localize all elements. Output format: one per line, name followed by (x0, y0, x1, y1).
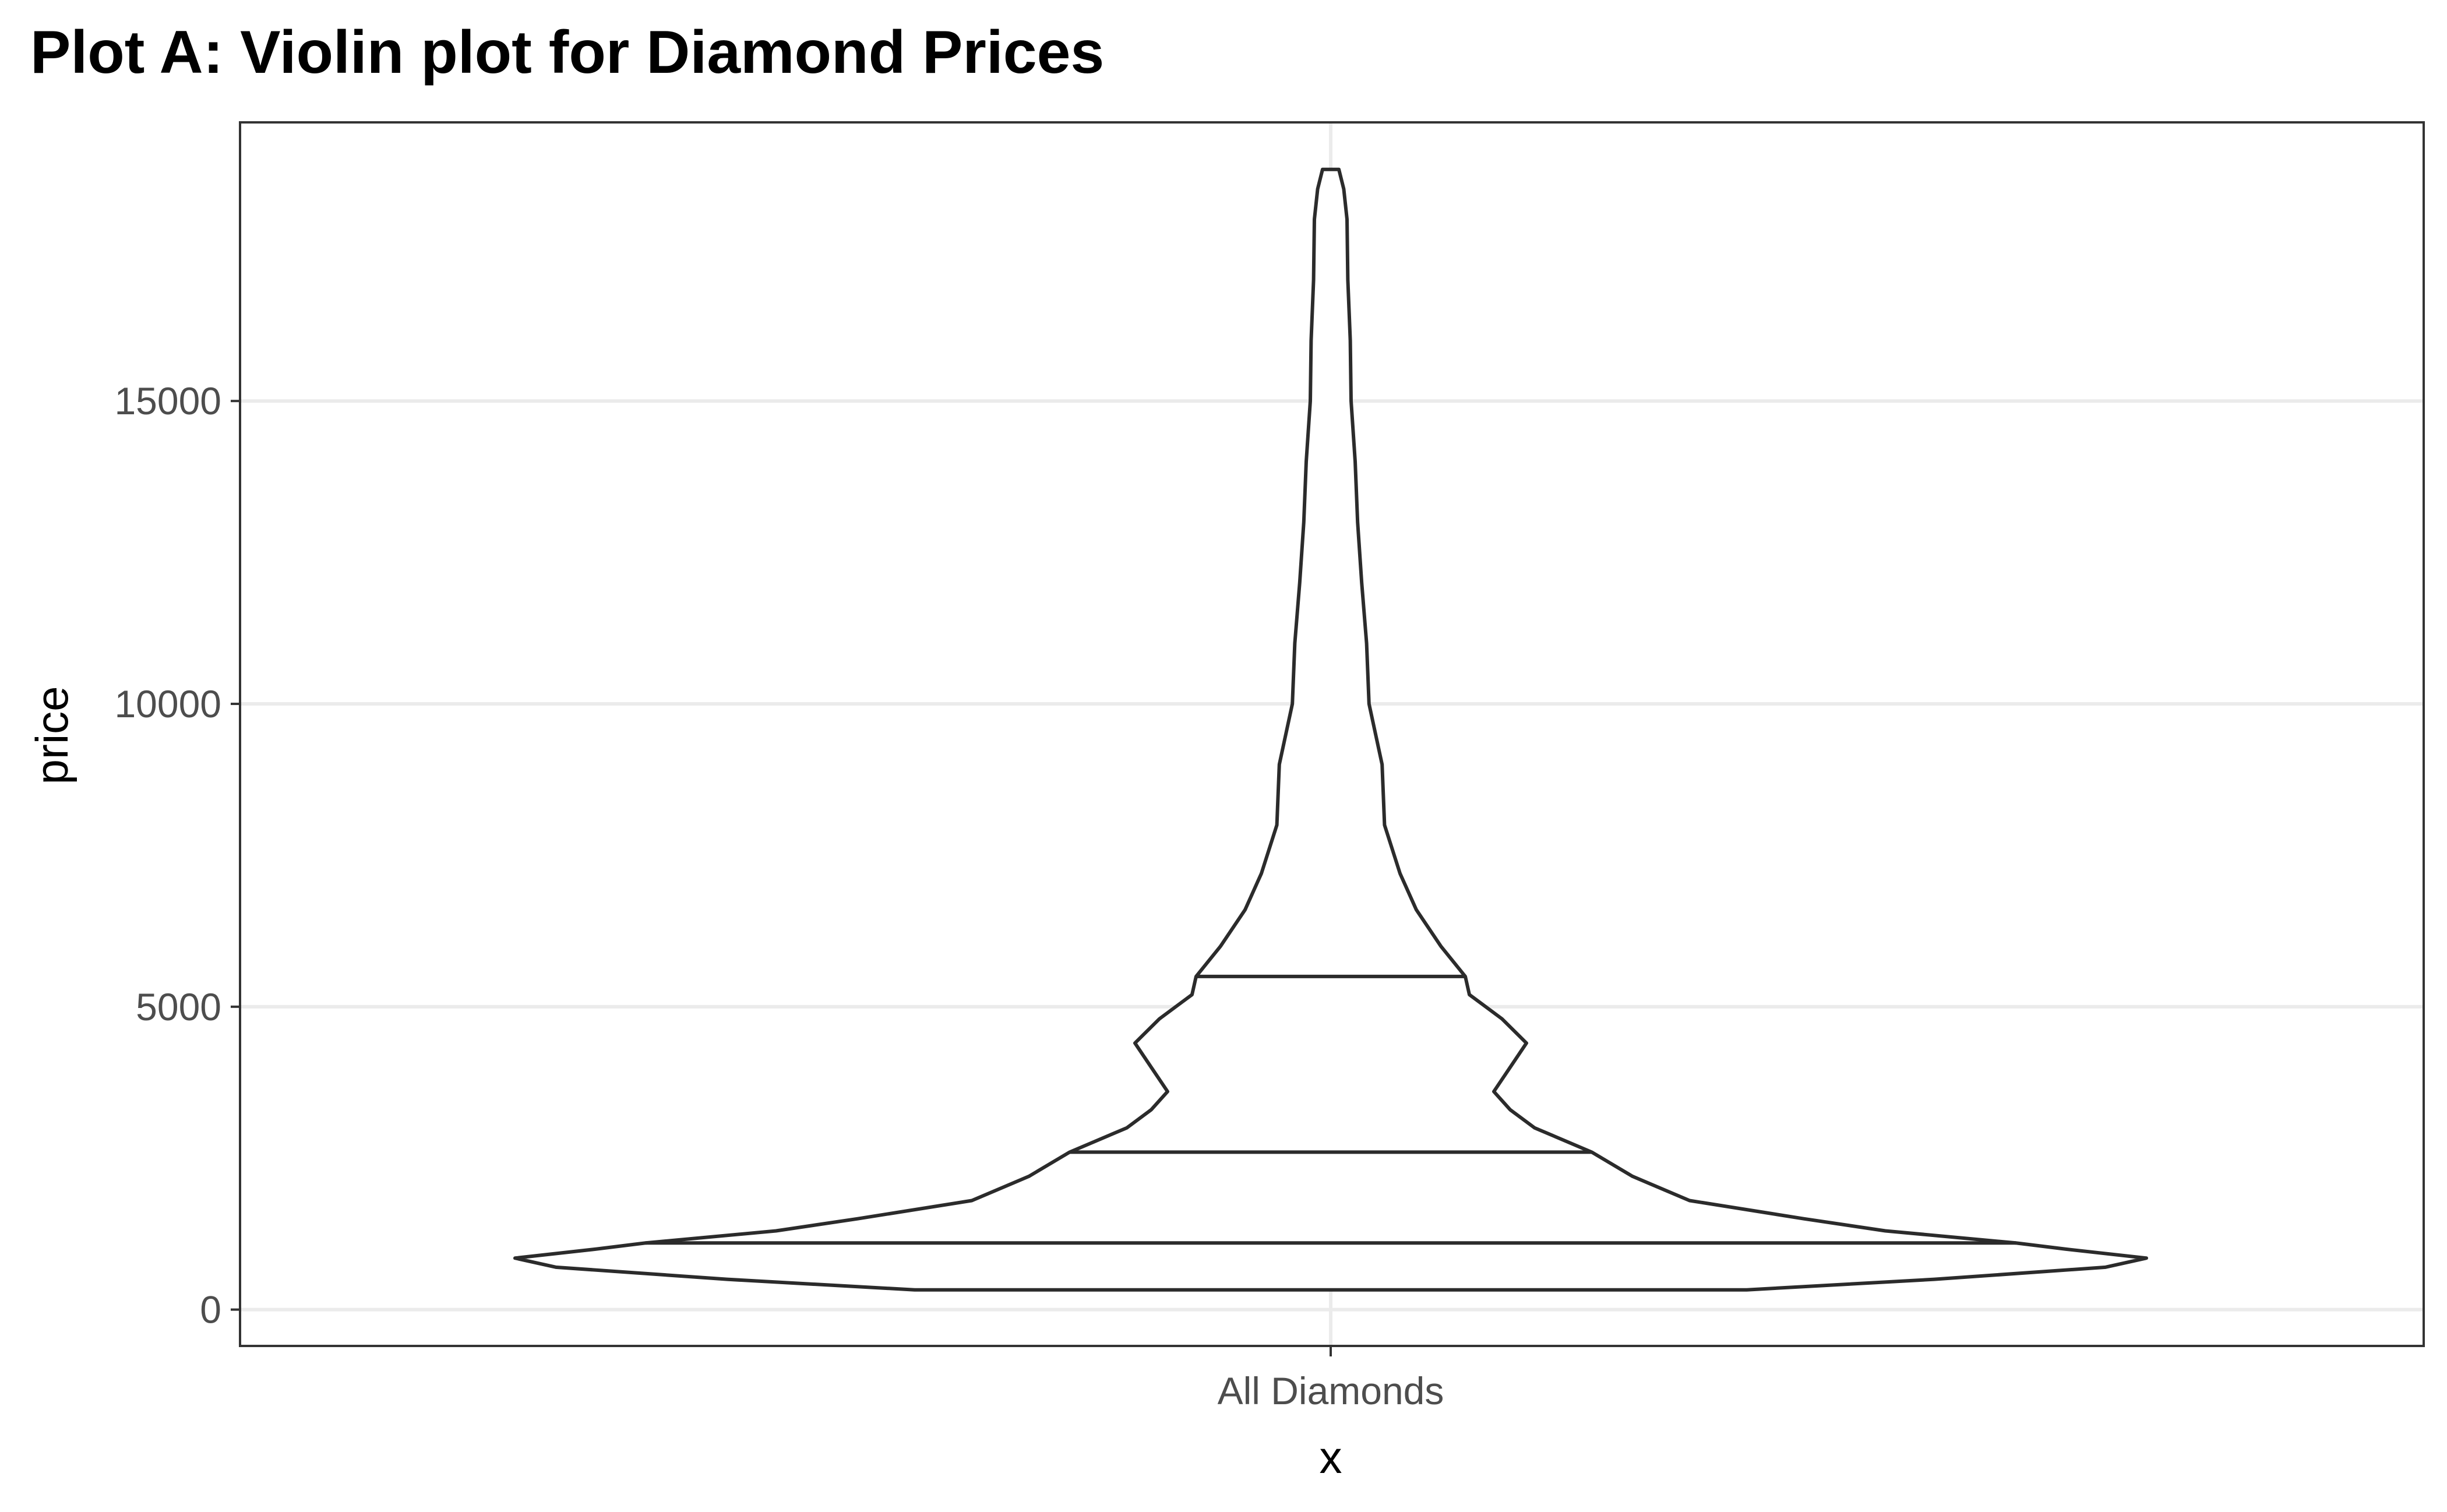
y-tick-label-5000: 5000 (136, 985, 221, 1028)
axes: 0 5000 10000 15000 All Diamonds (114, 379, 1444, 1412)
x-axis-title: x (1320, 1432, 1342, 1483)
violin-layer (513, 167, 2148, 1292)
chart-title: Plot A: Violin plot for Diamond Prices (30, 19, 1104, 86)
y-tick-label-0: 0 (200, 1288, 221, 1331)
y-tick-label-10000: 10000 (114, 682, 221, 725)
violin-shape (513, 167, 2148, 1292)
y-axis-title: price (26, 686, 77, 784)
y-tick-label-15000: 15000 (114, 379, 221, 422)
x-tick-label-0: All Diamonds (1218, 1369, 1444, 1412)
